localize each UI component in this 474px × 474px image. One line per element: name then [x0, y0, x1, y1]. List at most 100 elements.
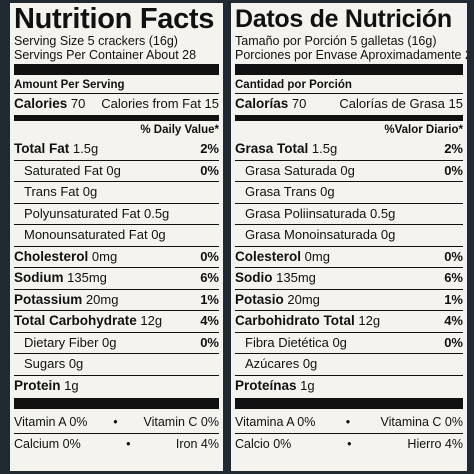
nutrient-row: Dietary Fiber 0g 0% — [14, 331, 219, 354]
nutrient-name: Trans Fat — [24, 184, 80, 199]
nutrient-row: Proteínas 1g — [235, 374, 463, 397]
vitamin-right: Vitamin C 0% — [143, 415, 219, 429]
nutrient-amount: 12g — [140, 313, 163, 328]
nutrient-name: Sodium — [14, 270, 64, 285]
nutrient-label: Sodio 135mg — [235, 268, 316, 289]
nutrient-row: Sodio 135mg 6% — [235, 267, 463, 289]
calories-row: Calorías 70 Calorías de Grasa 15 — [235, 94, 463, 114]
bullet-separator: • — [347, 437, 352, 451]
daily-value-percent: 6% — [200, 270, 219, 285]
daily-value-percent: 1% — [200, 291, 219, 307]
nutrient-name: Grasa Total — [235, 141, 309, 156]
vitamin-left: Calcium 0% — [14, 437, 81, 451]
vitamin-rows: Vitamin A 0% • Vitamin C 0% Calcium 0% • Iron… — [14, 412, 219, 455]
nutrient-name: Grasa Saturada — [245, 162, 337, 178]
panel-spanish: Datos de Nutrición Tamaño por Porción 5 … — [231, 3, 467, 471]
nutrient-name: Sugars — [24, 356, 66, 371]
nutrient-amount: 0g — [320, 184, 335, 199]
amount-per-serving: Amount Per Serving — [14, 78, 219, 94]
vitamin-right: Hierro 4% — [407, 437, 463, 451]
bullet-separator: • — [126, 437, 131, 451]
amount-per-serving: Cantidad por Porción — [235, 78, 463, 94]
nutrient-name: Grasa Trans — [245, 184, 317, 199]
nutrient-name: Sodio — [235, 270, 273, 285]
nutrient-rows: Grasa Total 1.5g 2% Grasa Saturada 0g 0% Gra… — [235, 139, 463, 396]
nutrient-label: Total Fat 1.5g — [14, 139, 98, 160]
calories: Calories 70 — [14, 94, 85, 114]
nutrient-label: Azúcares 0g — [245, 354, 317, 375]
nutrient-label: Dietary Fiber 0g — [24, 333, 117, 354]
nutrient-row: Cholesterol 0mg 0% — [14, 245, 219, 268]
panel-title: Nutrition Facts — [14, 3, 215, 35]
nutrient-label: Grasa Trans 0g — [245, 182, 335, 203]
vitamin-right: Iron 4% — [175, 437, 219, 451]
nutrient-amount: 0mg — [304, 248, 330, 264]
vitamin-row: Calcium 0% • Iron 4% — [14, 433, 219, 455]
nutrient-label: Sodium 135mg — [14, 268, 107, 289]
nutrient-row: Total Carbohydrate 12g 4% — [14, 310, 219, 332]
nutrient-label: Protein 1g — [14, 376, 79, 397]
nutrient-row: Azúcares 0g — [235, 353, 463, 375]
divider-medium — [235, 115, 463, 120]
nutrient-name: Saturated Fat — [24, 162, 103, 178]
calories-value: 70 — [70, 96, 86, 111]
calories-value: 70 — [291, 96, 307, 111]
nutrient-row: Sodium 135mg 6% — [14, 267, 219, 289]
nutrient-name: Grasa Monoinsaturada — [245, 227, 378, 242]
nutrient-rows: Total Fat 1.5g 2% Saturated Fat 0g 0% Trans … — [14, 139, 219, 396]
daily-value-percent: 6% — [444, 270, 463, 285]
nutrient-name: Total Fat — [14, 141, 70, 156]
daily-value-percent: 0% — [200, 162, 219, 178]
divider-thick — [14, 398, 219, 409]
nutrient-row: Monounsaturated Fat 0g — [14, 224, 219, 246]
daily-value-percent: 0% — [444, 248, 463, 264]
nutrient-row: Carbohidrato Total 12g 4% — [235, 310, 463, 332]
divider-thick — [235, 398, 463, 409]
nutrient-amount: 1g — [64, 377, 79, 393]
daily-value-percent: 4% — [444, 313, 463, 328]
daily-value-percent: 0% — [444, 334, 463, 350]
nutrient-amount: 20mg — [287, 291, 320, 307]
vitamin-left: Calcio 0% — [235, 437, 292, 451]
nutrient-row: Trans Fat 0g — [14, 181, 219, 203]
nutrient-name: Fibra Dietética — [245, 334, 329, 350]
panel-english: Nutrition Facts Serving Size 5 crackers … — [10, 3, 223, 471]
divider-thick — [14, 64, 219, 75]
nutrient-amount: 0g — [380, 227, 396, 242]
nutrient-row: Grasa Saturada 0g 0% — [235, 159, 463, 182]
nutrient-name: Cholesterol — [14, 248, 89, 264]
serving-size: Serving Size 5 crackers (16g) — [14, 34, 178, 48]
nutrient-label: Potasio 20mg — [235, 290, 320, 311]
nutrient-amount: 0mg — [91, 248, 118, 264]
bullet-separator: • — [345, 415, 351, 429]
nutrient-row: Protein 1g — [14, 374, 219, 397]
daily-value-header: % Daily Value* — [14, 120, 219, 139]
nutrient-amount: 0g — [151, 227, 166, 242]
calories-from-fat: Calories from Fat 15 — [101, 96, 219, 111]
nutrient-label: Potassium 20mg — [14, 290, 118, 311]
nutrient-name: Potasio — [235, 291, 284, 307]
nutrient-amount: 0.5g — [143, 205, 170, 221]
nutrient-row: Potasio 20mg 1% — [235, 288, 463, 311]
nutrient-label: Cholesterol 0mg — [14, 247, 117, 268]
daily-value-header: %Valor Diario* — [235, 120, 463, 139]
nutrient-amount: 0.5g — [370, 205, 396, 221]
vitamin-left: Vitamin A 0% — [14, 415, 88, 429]
nutrient-name: Polyunsaturated Fat — [24, 205, 141, 221]
nutrient-row: Total Fat 1.5g 2% — [14, 139, 219, 160]
nutrient-row: Grasa Poliinsaturada 0.5g — [235, 202, 463, 225]
nutrient-amount: 1.5g — [72, 141, 99, 156]
calories-label: Calories — [14, 96, 68, 111]
nutrient-label: Saturated Fat 0g — [24, 161, 121, 182]
nutrient-label: Carbohidrato Total 12g — [235, 311, 380, 332]
servings-per-container: Porciones por Envase Aproximadamente 28 — [235, 48, 467, 62]
nutrient-amount: 20mg — [85, 291, 119, 307]
nutrient-label: Grasa Monoinsaturada 0g — [245, 225, 395, 246]
vitamin-row: Vitamin A 0% • Vitamin C 0% — [14, 412, 219, 433]
nutrient-amount: 0g — [340, 162, 355, 178]
serving-size: Tamaño por Porción 5 galletas (16g) — [235, 34, 437, 48]
nutrient-name: Dietary Fiber — [24, 334, 99, 350]
calories-row: Calories 70 Calories from Fat 15 — [14, 94, 219, 114]
nutrient-row: Grasa Trans 0g — [235, 181, 463, 203]
